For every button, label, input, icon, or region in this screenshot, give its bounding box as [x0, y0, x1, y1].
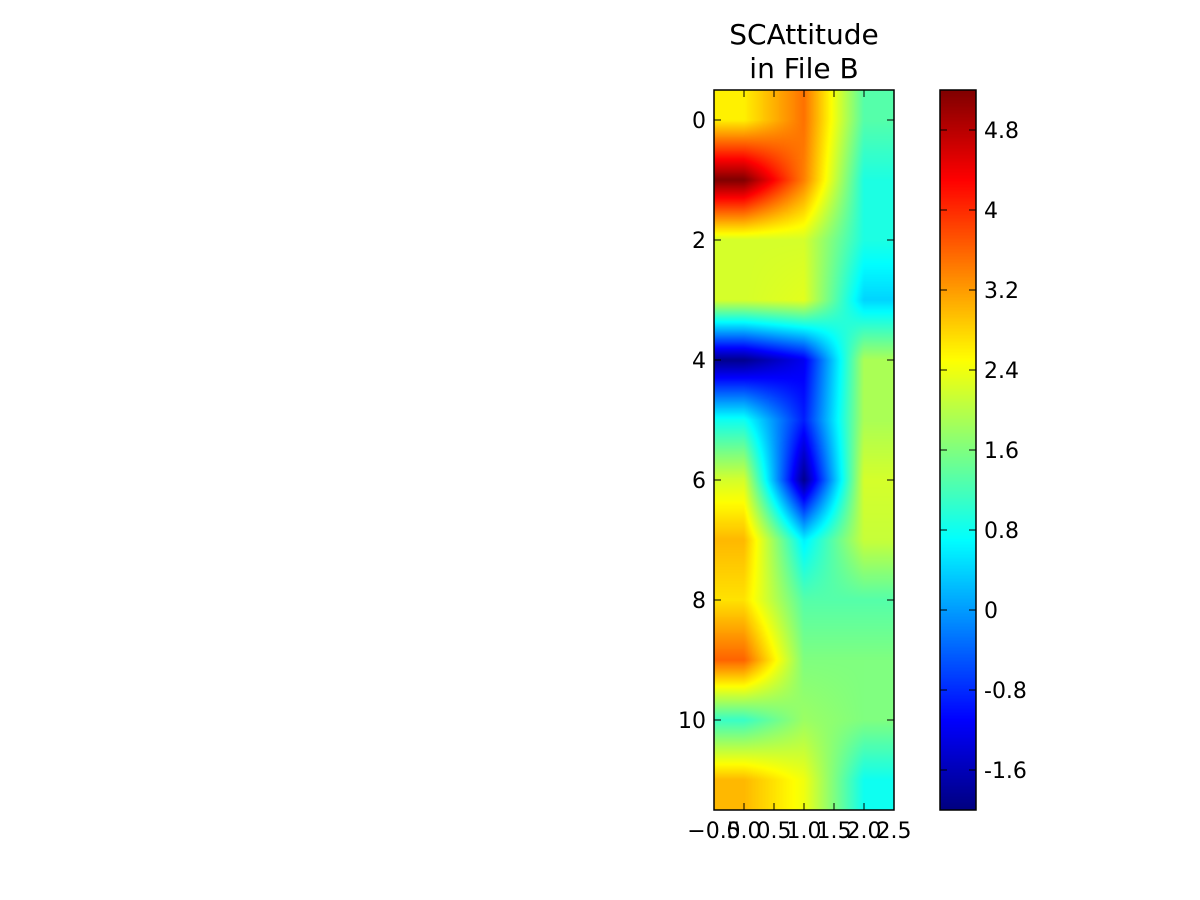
colorbar-tick-label: 3.2 [984, 279, 1019, 304]
y-tick-label: 2 [692, 229, 706, 254]
x-tick-label: 0.0 [727, 819, 762, 844]
plot-frame [713, 89, 895, 811]
colorbar-tick-label: 0.8 [984, 519, 1019, 544]
x-tick-label: 2.5 [877, 819, 912, 844]
heatmap-image [714, 90, 894, 810]
colorbar-tick-label: 1.6 [984, 439, 1019, 464]
colorbar-tick-label: 4.8 [984, 119, 1019, 144]
y-tick-label: 0 [692, 109, 706, 134]
y-tick-label: 4 [692, 349, 706, 374]
x-tick-label: −0.5 [687, 819, 740, 844]
x-tick-label: 1.0 [787, 819, 822, 844]
y-tick-label: 8 [692, 589, 706, 614]
colorbar-tick-label: 0 [984, 599, 998, 624]
colorbar-tick-label: 2.4 [984, 359, 1019, 384]
x-tick-label: 0.5 [757, 819, 792, 844]
x-tick-label: 1.5 [817, 819, 852, 844]
y-tick-label: 10 [678, 709, 706, 734]
x-tick-label: 2.0 [847, 819, 882, 844]
colorbar-tick-label: 4 [984, 199, 998, 224]
colorbar-tick-label: -0.8 [984, 679, 1027, 704]
colorbar-tick-label: -1.6 [984, 759, 1027, 784]
chart-title: SCAttitude in File B [729, 18, 879, 85]
y-tick-label: 6 [692, 469, 706, 494]
